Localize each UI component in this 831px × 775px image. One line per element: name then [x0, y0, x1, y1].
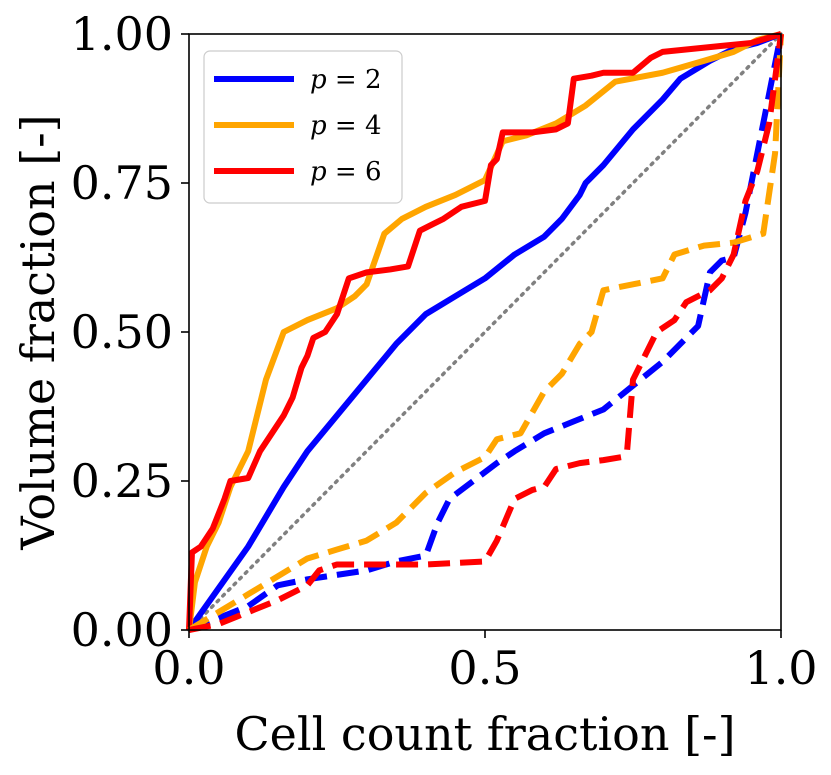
series-line-2	[186, 31, 782, 631]
legend-box	[203, 50, 403, 204]
y-tick-label: 0.25	[71, 454, 173, 508]
series-line-0	[186, 31, 783, 632]
x-axis-label: Cell count fraction [-]	[234, 707, 735, 761]
x-tick-label: 1.0	[744, 641, 817, 695]
y-axis-label: Volume fraction [-]	[11, 114, 65, 550]
series-line-4	[187, 33, 784, 633]
legend-entry-label: p = 4	[310, 111, 382, 141]
y-tick-label: 0.00	[71, 603, 173, 657]
series-line-5	[188, 33, 784, 633]
x-tick-label: 0.5	[448, 641, 521, 695]
legend-entry-label: p = 6	[310, 157, 382, 187]
y-tick-label: 1.00	[71, 7, 173, 61]
x-axis-ticks: 0.0 0.5 1.0	[152, 630, 818, 695]
y-tick-label: 0.75	[71, 156, 173, 210]
plot-lines	[186, 31, 784, 633]
y-axis-ticks: 0.00 0.25 0.50 0.75 1.00	[71, 7, 189, 657]
legend-entry-label: p = 2	[310, 65, 382, 95]
legend: p = 2 p = 4 p = 6	[203, 50, 403, 204]
series-line-1	[186, 31, 782, 631]
y-tick-label: 0.50	[71, 305, 173, 359]
series-line-3	[187, 33, 784, 633]
x-tick-label: 0.0	[152, 641, 225, 695]
